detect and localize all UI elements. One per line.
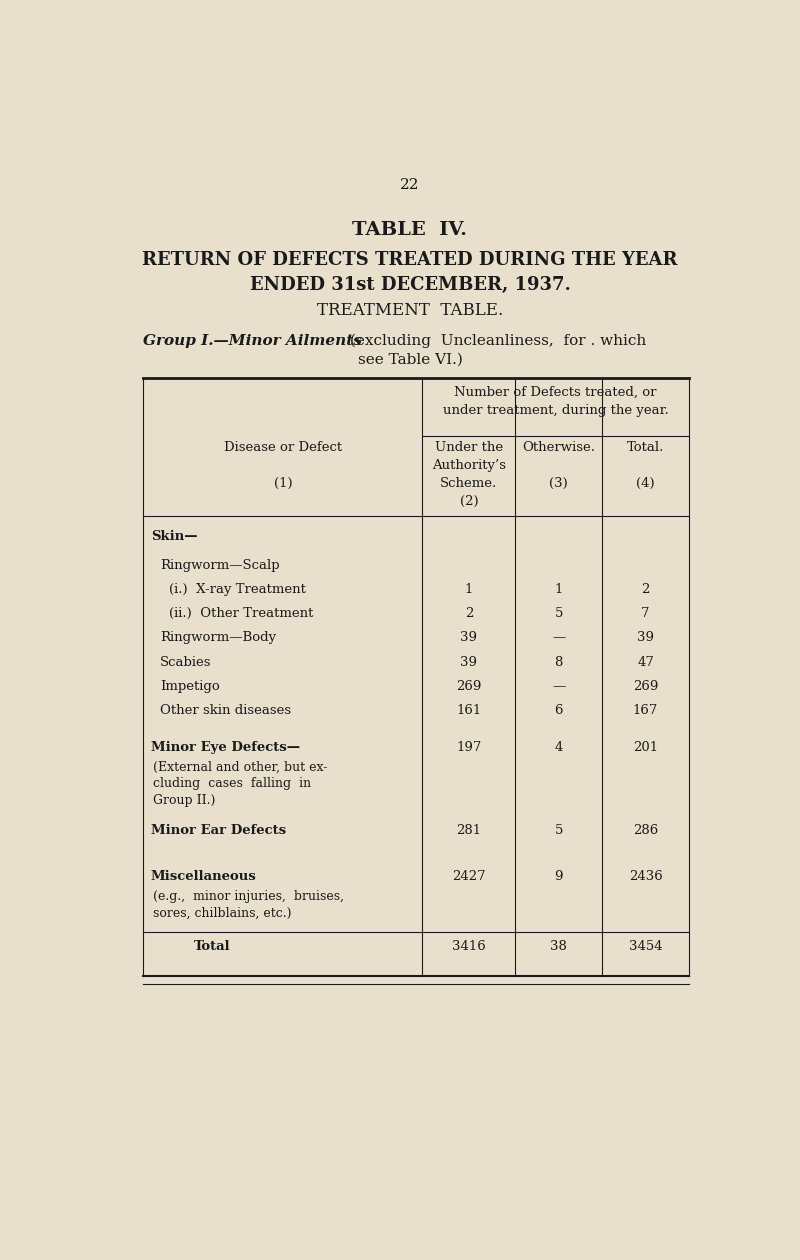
Text: 39: 39 xyxy=(461,631,478,644)
Text: RETURN OF DEFECTS TREATED DURING THE YEAR: RETURN OF DEFECTS TREATED DURING THE YEA… xyxy=(142,251,678,270)
Text: Under the
Authority’s
Scheme.
(2): Under the Authority’s Scheme. (2) xyxy=(432,441,506,508)
Text: 47: 47 xyxy=(637,655,654,669)
Text: TREATMENT  TABLE.: TREATMENT TABLE. xyxy=(317,301,503,319)
Text: 6: 6 xyxy=(554,704,563,717)
Text: 269: 269 xyxy=(456,680,482,693)
Text: Ringworm—Scalp: Ringworm—Scalp xyxy=(160,558,280,572)
Text: 5: 5 xyxy=(554,824,563,837)
Text: TABLE  IV.: TABLE IV. xyxy=(353,220,467,239)
Text: 2: 2 xyxy=(465,607,473,620)
Text: 1: 1 xyxy=(554,583,563,596)
Text: —: — xyxy=(552,680,566,693)
Text: 1: 1 xyxy=(465,583,473,596)
Text: 2: 2 xyxy=(642,583,650,596)
Text: 281: 281 xyxy=(456,824,482,837)
Text: 39: 39 xyxy=(461,655,478,669)
Text: 197: 197 xyxy=(456,741,482,753)
Text: 4: 4 xyxy=(554,741,563,753)
Text: 286: 286 xyxy=(633,824,658,837)
Text: Scabies: Scabies xyxy=(160,655,212,669)
Text: Skin—: Skin— xyxy=(151,529,198,543)
Text: Group I.—Minor Ailments: Group I.—Minor Ailments xyxy=(143,334,362,348)
Text: (External and other, but ex-
cluding  cases  falling  in
Group II.): (External and other, but ex- cluding cas… xyxy=(153,761,327,808)
Text: 161: 161 xyxy=(456,704,482,717)
Text: (i.)  X-ray Treatment: (i.) X-ray Treatment xyxy=(170,583,306,596)
Text: 9: 9 xyxy=(554,871,563,883)
Text: Minor Eye Defects—: Minor Eye Defects— xyxy=(151,741,300,753)
Text: 7: 7 xyxy=(642,607,650,620)
Text: ENDED 31st DECEMBER, 1937.: ENDED 31st DECEMBER, 1937. xyxy=(250,276,570,295)
Text: Impetigo: Impetigo xyxy=(160,680,220,693)
Text: Miscellaneous: Miscellaneous xyxy=(151,871,257,883)
Text: Otherwise.

(3): Otherwise. (3) xyxy=(522,441,595,490)
Text: Disease or Defect

(1): Disease or Defect (1) xyxy=(224,441,342,490)
Text: (excluding  Uncleanliness,  for . which: (excluding Uncleanliness, for . which xyxy=(345,334,646,348)
Text: Ringworm—Body: Ringworm—Body xyxy=(160,631,276,644)
Text: Other skin diseases: Other skin diseases xyxy=(160,704,291,717)
Text: see Table VI.): see Table VI.) xyxy=(358,353,462,367)
Text: Total.

(4): Total. (4) xyxy=(627,441,664,490)
Text: Number of Defects treated, or
under treatment, during the year.: Number of Defects treated, or under trea… xyxy=(443,386,669,417)
Text: (e.g.,  minor injuries,  bruises,
sores, chilblains, etc.): (e.g., minor injuries, bruises, sores, c… xyxy=(153,890,344,920)
Text: 201: 201 xyxy=(633,741,658,753)
Text: 3454: 3454 xyxy=(629,940,662,953)
Text: 3416: 3416 xyxy=(452,940,486,953)
Text: 269: 269 xyxy=(633,680,658,693)
Text: 2427: 2427 xyxy=(452,871,486,883)
Text: —: — xyxy=(552,631,566,644)
Text: 5: 5 xyxy=(554,607,563,620)
Text: 2436: 2436 xyxy=(629,871,662,883)
Text: 167: 167 xyxy=(633,704,658,717)
Text: 39: 39 xyxy=(637,631,654,644)
Text: (ii.)  Other Treatment: (ii.) Other Treatment xyxy=(170,607,314,620)
Text: 8: 8 xyxy=(554,655,563,669)
Text: Minor Ear Defects: Minor Ear Defects xyxy=(151,824,286,837)
Text: 38: 38 xyxy=(550,940,567,953)
Text: Total: Total xyxy=(194,940,231,953)
Text: 22: 22 xyxy=(400,179,420,193)
